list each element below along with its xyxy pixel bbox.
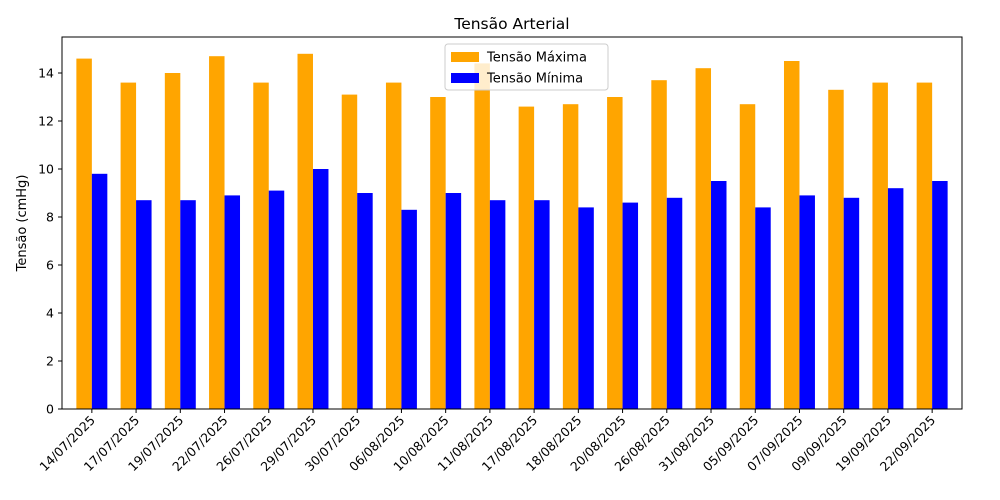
y-tick-label: 6 <box>46 258 54 273</box>
legend-box <box>444 43 609 91</box>
legend-swatch-0 <box>451 52 479 62</box>
y-tick-label: 8 <box>46 210 54 225</box>
y-tick-label: 10 <box>38 162 54 177</box>
bar-min-2 <box>180 200 196 409</box>
bar-max-5 <box>297 53 313 410</box>
y-axis-title: Tensão (cmHg) <box>15 175 30 273</box>
legend-label-0: Tensão Máxima <box>486 51 587 66</box>
bar-max-10 <box>518 106 535 409</box>
bar-min-8 <box>445 193 462 409</box>
chart-title: Tensão Arterial <box>453 15 569 33</box>
bar-max-2 <box>164 73 181 409</box>
bar-min-3 <box>224 195 241 409</box>
bar-max-6 <box>341 94 358 409</box>
bar-min-13 <box>666 197 683 409</box>
y-tick-label: 2 <box>46 354 54 369</box>
bar-max-16 <box>783 61 800 409</box>
legend-swatch-1 <box>451 73 479 83</box>
bar-max-3 <box>209 56 225 409</box>
bar-min-9 <box>489 200 506 409</box>
bar-min-10 <box>534 200 550 409</box>
bar-min-5 <box>312 169 329 409</box>
bar-max-15 <box>739 104 756 409</box>
bar-min-4 <box>268 190 285 409</box>
bar-min-19 <box>932 181 948 409</box>
bar-min-17 <box>843 197 860 409</box>
y-tick-label: 0 <box>46 402 54 417</box>
bar-max-9 <box>474 63 490 410</box>
bar-max-0 <box>76 58 92 409</box>
bar-min-1 <box>136 200 152 409</box>
bar-min-11 <box>578 207 594 409</box>
bar-max-11 <box>562 104 579 409</box>
bar-max-4 <box>253 82 269 409</box>
legend-label-1: Tensão Mínima <box>486 72 583 87</box>
bar-min-6 <box>357 193 373 409</box>
bar-max-13 <box>651 80 667 409</box>
bar-min-7 <box>401 209 417 409</box>
bar-min-16 <box>799 195 815 409</box>
x-axis: 14/07/202517/07/202519/07/202522/07/2025… <box>36 409 938 474</box>
bar-min-14 <box>711 181 727 409</box>
y-tick-label: 12 <box>38 114 54 129</box>
bar-min-18 <box>887 188 904 409</box>
bar-min-12 <box>622 202 639 409</box>
y-tick-label: 4 <box>46 306 54 321</box>
bar-max-14 <box>695 68 712 409</box>
y-tick-label: 14 <box>38 66 54 81</box>
bar-max-19 <box>916 82 933 409</box>
bar-max-18 <box>872 82 888 409</box>
bar-max-1 <box>120 82 137 409</box>
bar-min-15 <box>755 207 771 409</box>
bar-max-8 <box>430 97 446 409</box>
bar-max-12 <box>607 97 623 409</box>
plot-frame <box>61 36 963 410</box>
bar-max-7 <box>385 82 402 409</box>
bar-min-0 <box>91 173 108 409</box>
legend: Tensão Máxima Tensão Mínima <box>444 43 609 91</box>
bars-group <box>76 53 948 410</box>
bar-max-17 <box>828 89 844 410</box>
y-axis: 0 2 4 6 8 10 12 14 <box>38 66 62 417</box>
